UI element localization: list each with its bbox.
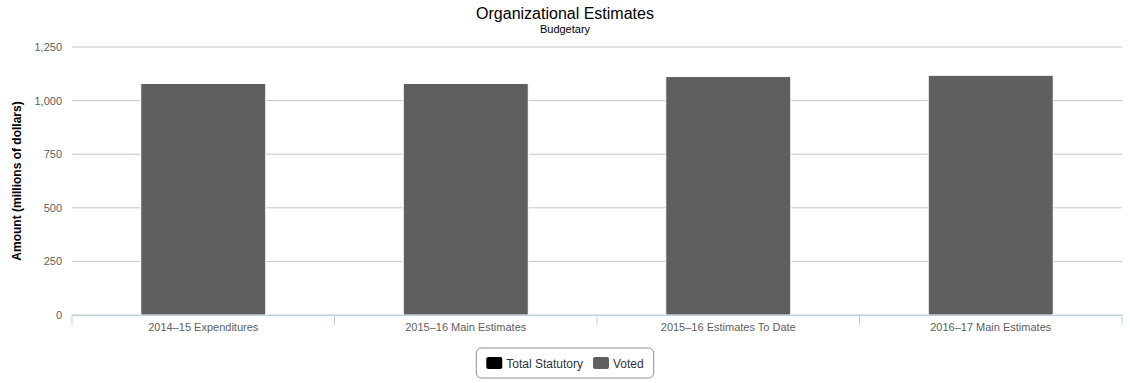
legend-box (476, 348, 653, 378)
y-tick-label: 500 (44, 202, 62, 214)
y-tick-label: 1,250 (34, 41, 62, 53)
x-tick-label: 2016–17 Main Estimates (930, 321, 1052, 333)
x-tick (72, 315, 73, 325)
legend-label: Voted (613, 357, 644, 371)
legend-label: Total Statutory (506, 357, 583, 371)
x-tick-label: 2015–16 Estimates To Date (661, 321, 796, 333)
y-tick-label: 0 (56, 309, 62, 321)
title: Organizational Estimates (476, 5, 654, 22)
legend-swatch (593, 357, 609, 369)
chart: Organizational EstimatesBudgetary Amount … (0, 0, 1130, 383)
x-tick (1122, 315, 1123, 325)
y-tick-label: 750 (44, 148, 62, 160)
grid-line (72, 47, 1122, 48)
legend: Total Statutory Voted (476, 348, 653, 378)
bar (403, 83, 528, 84)
y-axis-label: Amount (millions of dollars) (10, 101, 24, 260)
x-tick (334, 315, 335, 325)
legend-swatch (486, 357, 502, 369)
bar (141, 83, 266, 315)
bars (141, 75, 1054, 315)
x-tick (597, 315, 598, 325)
bar (928, 75, 1053, 315)
x-tick (859, 315, 860, 325)
x-tick-label: 2014–15 Expenditures (148, 321, 259, 333)
bar (666, 76, 791, 77)
subtitle: Budgetary (540, 23, 591, 35)
x-tick-label: 2015–16 Main Estimates (405, 321, 527, 333)
y-tick-label: 250 (44, 255, 62, 267)
bar (141, 83, 266, 84)
bar (928, 75, 1053, 76)
bar (666, 77, 791, 315)
y-tick-label: 1,000 (34, 95, 62, 107)
bar (403, 83, 528, 315)
